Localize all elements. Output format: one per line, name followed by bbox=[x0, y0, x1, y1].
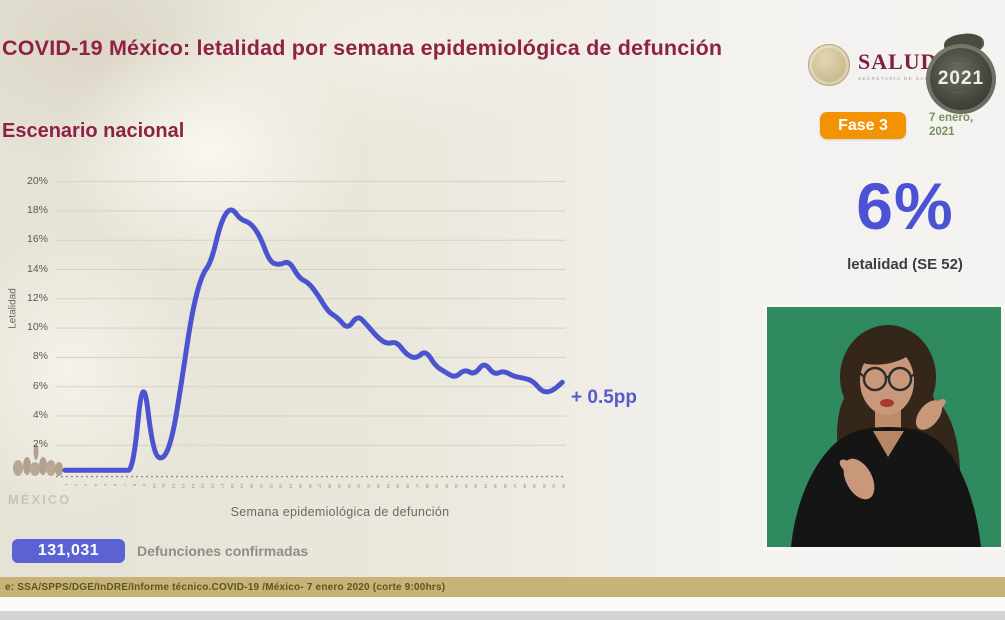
svg-text:6: 6 bbox=[113, 484, 118, 487]
y-axis-tick: 16% bbox=[26, 233, 48, 246]
x-axis-title: Semana epidemiológica de defunción bbox=[230, 505, 450, 519]
svg-text:38: 38 bbox=[425, 484, 430, 489]
scenario-subtitle: Escenario nacional bbox=[2, 120, 185, 142]
svg-text:31: 31 bbox=[357, 484, 362, 489]
svg-text:28: 28 bbox=[327, 484, 332, 489]
lethality-stat-value: 6% bbox=[856, 169, 954, 243]
svg-text:34: 34 bbox=[386, 484, 391, 489]
svg-text:5: 5 bbox=[103, 484, 108, 487]
svg-text:12: 12 bbox=[171, 484, 176, 489]
y-axis-tick: 12% bbox=[26, 291, 48, 304]
svg-text:18: 18 bbox=[230, 484, 235, 489]
svg-text:40: 40 bbox=[444, 484, 449, 489]
y-axis-tick: 4% bbox=[32, 409, 48, 421]
svg-text:42: 42 bbox=[464, 484, 469, 489]
y-axis-tick: 14% bbox=[26, 262, 48, 275]
svg-text:33: 33 bbox=[376, 484, 381, 489]
badge-year-label: 2021 bbox=[937, 68, 985, 89]
y-axis-tick: 18% bbox=[26, 203, 48, 216]
svg-text:17: 17 bbox=[220, 484, 225, 489]
svg-text:30: 30 bbox=[347, 484, 352, 489]
svg-text:47: 47 bbox=[513, 484, 518, 489]
phase-3-badge: Fase 3 bbox=[820, 112, 906, 139]
svg-text:35: 35 bbox=[396, 484, 401, 489]
year-2021-badge: · · · · 2021 · · · · bbox=[926, 31, 1000, 114]
y-axis-tick: 8% bbox=[32, 350, 48, 363]
svg-text:7: 7 bbox=[123, 484, 128, 487]
svg-text:26: 26 bbox=[308, 484, 313, 489]
svg-text:50: 50 bbox=[542, 484, 547, 489]
svg-text:43: 43 bbox=[474, 484, 479, 489]
y-axis-tick: 10% bbox=[26, 321, 48, 334]
bottom-gray-strip bbox=[0, 611, 1005, 620]
svg-text:13: 13 bbox=[181, 484, 186, 489]
svg-text:10: 10 bbox=[152, 484, 157, 489]
svg-text:23: 23 bbox=[279, 484, 284, 489]
y-axis-tick: 20% bbox=[26, 174, 48, 187]
svg-text:32: 32 bbox=[366, 484, 371, 489]
svg-text:46: 46 bbox=[503, 484, 508, 489]
interpreter-video-frame bbox=[763, 303, 1005, 551]
svg-text:36: 36 bbox=[405, 484, 410, 489]
svg-text:51: 51 bbox=[552, 484, 557, 489]
source-footer-text: e: SSA/SPPS/DGE/InDRE/Informe técnico.CO… bbox=[5, 581, 446, 593]
svg-text:8: 8 bbox=[132, 484, 137, 487]
source-footer-bar: e: SSA/SPPS/DGE/InDRE/Informe técnico.CO… bbox=[0, 577, 1005, 597]
svg-text:44: 44 bbox=[483, 484, 488, 489]
badge-small-text: · · · · bbox=[952, 61, 970, 67]
government-seal-icon bbox=[808, 44, 850, 86]
salud-wordmark: SALUD bbox=[858, 49, 938, 74]
mexico-watermark-figures bbox=[13, 444, 63, 476]
badge-circle bbox=[926, 44, 996, 114]
y-axis-tick: 6% bbox=[32, 379, 48, 392]
svg-text:14: 14 bbox=[191, 484, 196, 489]
svg-text:16: 16 bbox=[210, 484, 215, 489]
svg-text:49: 49 bbox=[532, 484, 537, 489]
svg-text:4: 4 bbox=[93, 484, 98, 487]
svg-text:22: 22 bbox=[269, 484, 274, 489]
lethality-stat-label: letalidad (SE 52) bbox=[847, 256, 963, 273]
y-axis-tick: 2% bbox=[32, 438, 48, 451]
svg-text:2: 2 bbox=[74, 484, 79, 487]
svg-text:21: 21 bbox=[259, 484, 264, 489]
svg-text:15: 15 bbox=[201, 484, 206, 489]
svg-text:52: 52 bbox=[561, 484, 566, 489]
svg-text:39: 39 bbox=[435, 484, 440, 489]
svg-text:24: 24 bbox=[288, 484, 293, 489]
svg-text:27: 27 bbox=[318, 484, 323, 489]
y-axis-title: Letalidad bbox=[7, 288, 19, 329]
svg-text:9: 9 bbox=[142, 484, 147, 487]
lethality-series-line bbox=[62, 207, 565, 473]
page-title: COVID-19 México: letalidad por semana ep… bbox=[2, 36, 723, 60]
interpreter-video bbox=[767, 307, 1001, 547]
mexico-watermark-text: MÉXICO bbox=[8, 492, 72, 507]
svg-text:19: 19 bbox=[240, 484, 245, 489]
svg-text:29: 29 bbox=[337, 484, 342, 489]
svg-text:1: 1 bbox=[64, 484, 69, 487]
svg-text:20: 20 bbox=[249, 484, 254, 489]
salud-caption: SECRETARÍA DE SALUD bbox=[858, 76, 939, 81]
interpreter-person bbox=[767, 307, 1001, 547]
delta-annotation: + 0.5pp bbox=[571, 387, 637, 408]
svg-text:3: 3 bbox=[84, 484, 89, 487]
badge-small-text: · · · · bbox=[952, 90, 970, 96]
confirmed-deaths-count-badge: 131,031 bbox=[12, 539, 125, 563]
svg-text:45: 45 bbox=[493, 484, 498, 489]
confirmed-deaths-label: Defunciones confirmadas bbox=[137, 543, 309, 559]
svg-text:41: 41 bbox=[454, 484, 459, 489]
salud-logo: SALUD SECRETARÍA DE SALUD bbox=[808, 44, 938, 86]
report-date: 7 enero, 2021 bbox=[929, 112, 974, 139]
svg-text:11: 11 bbox=[162, 484, 167, 489]
svg-text:37: 37 bbox=[415, 484, 420, 489]
svg-text:25: 25 bbox=[298, 484, 303, 489]
svg-text:48: 48 bbox=[522, 484, 527, 489]
